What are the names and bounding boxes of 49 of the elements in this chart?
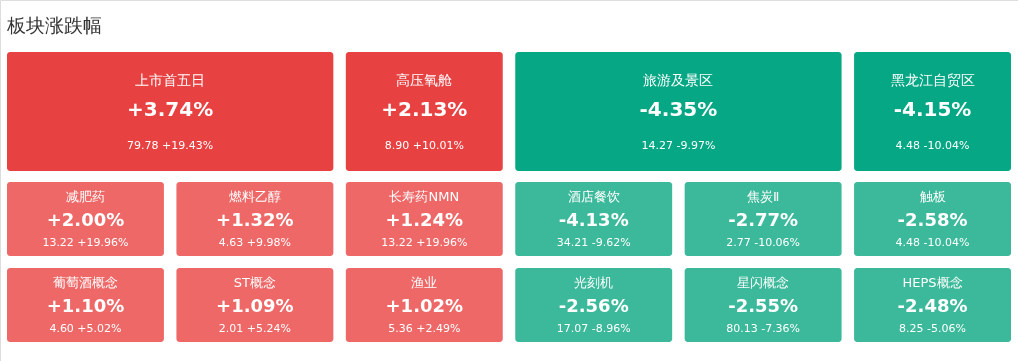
text: 板块涨跌幅 (6, 14, 102, 36)
data-label: +1.09% (216, 295, 294, 316)
category-label: 减肥药 (65, 189, 105, 204)
data-label: -2.56% (558, 295, 629, 316)
data-label: +2.00% (46, 209, 125, 230)
text: 80.13 -7.36% (726, 322, 801, 335)
text: 17.07 -8.96% (556, 322, 631, 335)
text: 4.48 -10.04% (895, 139, 970, 152)
data-label: -4.15% (893, 97, 972, 121)
text: 2.01 +5.24% (218, 322, 291, 335)
category-label: 焦炭Ⅱ (746, 189, 780, 204)
category-label: 长寿药NMN (389, 189, 460, 204)
text: 79.78 +19.43% (127, 139, 214, 152)
text: 2.77 -10.06% (726, 236, 801, 249)
category-label: 星闪概念 (737, 275, 790, 290)
category-label: 酒店餐饮 (567, 189, 620, 204)
text: 4.60 +5.02% (49, 322, 122, 335)
data-label: +3.74% (127, 97, 214, 121)
data-label: -2.55% (728, 295, 799, 316)
data-label: -2.58% (897, 209, 968, 230)
data-label: +1.02% (385, 295, 464, 316)
category-label: 光刻机 (574, 275, 614, 290)
data-label: +2.13% (381, 97, 468, 121)
text: 14.27 -9.97% (641, 139, 716, 152)
data-label: +1.24% (385, 209, 464, 230)
category-label: 渔业 (411, 275, 438, 290)
category-label: ST概念 (233, 275, 276, 290)
data-label: +1.10% (46, 295, 125, 316)
data-label: +1.32% (216, 209, 294, 230)
text: 13.22 +19.96% (381, 236, 468, 249)
category-label: 葡萄酒概念 (52, 275, 118, 290)
category-label: 旅游及景区 (643, 72, 714, 88)
text: 8.25 -5.06% (899, 322, 966, 335)
data-label: -2.77% (728, 209, 799, 230)
category-label: 黑龙江自贸区 (890, 72, 975, 88)
text: 5.36 +2.49% (388, 322, 461, 335)
text: 4.63 +9.98% (218, 236, 291, 249)
category-label: 触板 (919, 189, 946, 204)
text: 13.22 +19.96% (42, 236, 129, 249)
category-label: 燃料乙醇 (228, 189, 281, 204)
text: 34.21 -9.62% (556, 236, 631, 249)
data-label: -2.48% (897, 295, 968, 316)
data-label: -4.13% (558, 209, 629, 230)
category-label: 上市首五日 (135, 72, 206, 88)
text: 8.90 +10.01% (384, 139, 464, 152)
category-label: 高压氧舱 (396, 72, 453, 88)
category-label: HEPS概念 (902, 275, 963, 290)
data-label: -4.35% (639, 97, 718, 121)
text: 4.48 -10.04% (895, 236, 970, 249)
